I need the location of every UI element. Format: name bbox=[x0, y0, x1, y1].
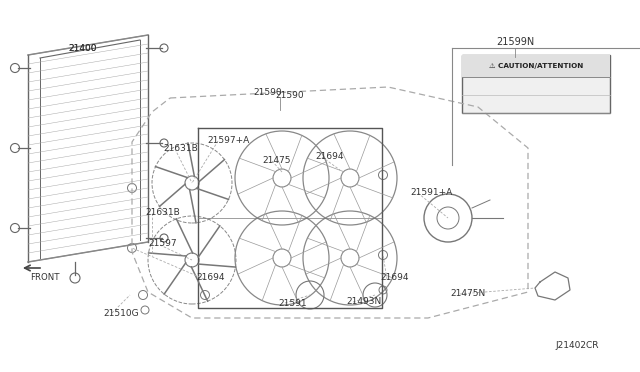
Text: 21510G: 21510G bbox=[103, 308, 139, 317]
Text: ⚠ CAUTION/ATTENTION: ⚠ CAUTION/ATTENTION bbox=[489, 63, 583, 69]
Bar bbox=[462, 55, 610, 113]
Text: 21591: 21591 bbox=[278, 298, 307, 308]
Text: 21694: 21694 bbox=[315, 151, 344, 160]
Text: J21402CR: J21402CR bbox=[555, 341, 598, 350]
Bar bbox=[462, 55, 610, 77]
Text: 21597+A: 21597+A bbox=[207, 135, 249, 144]
Text: 21475N: 21475N bbox=[450, 289, 485, 298]
Text: 21591+A: 21591+A bbox=[410, 187, 452, 196]
Text: 21590: 21590 bbox=[253, 87, 282, 96]
Text: 21694: 21694 bbox=[380, 273, 408, 282]
Text: FRONT: FRONT bbox=[30, 273, 60, 282]
Text: 21631B: 21631B bbox=[163, 144, 198, 153]
Text: 21694: 21694 bbox=[196, 273, 225, 282]
Text: 21400: 21400 bbox=[68, 44, 97, 52]
Text: 21631B: 21631B bbox=[145, 208, 180, 217]
Text: 21599N: 21599N bbox=[496, 37, 534, 47]
Text: 21590: 21590 bbox=[275, 90, 303, 99]
Text: 21475: 21475 bbox=[262, 155, 291, 164]
Text: 21400: 21400 bbox=[68, 44, 97, 52]
Text: 21597: 21597 bbox=[148, 240, 177, 248]
Text: 21493N: 21493N bbox=[346, 298, 381, 307]
